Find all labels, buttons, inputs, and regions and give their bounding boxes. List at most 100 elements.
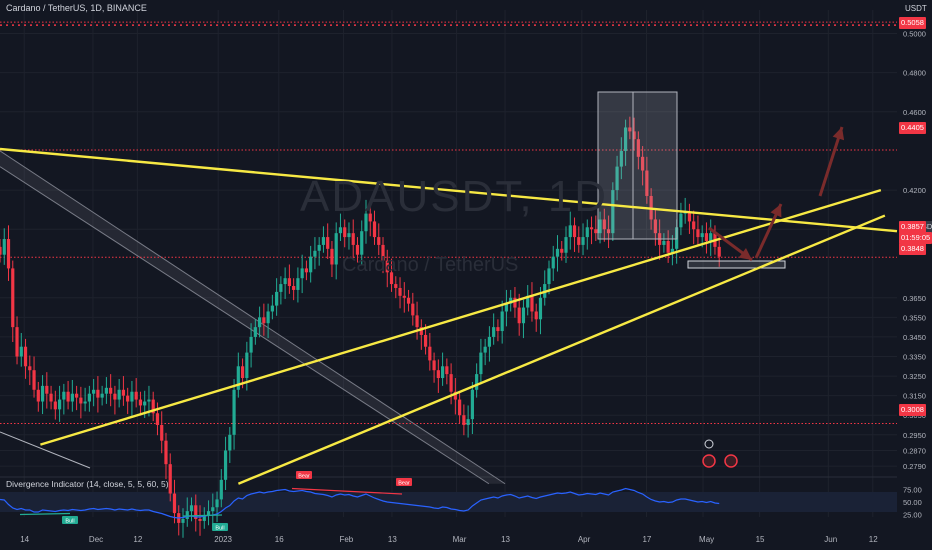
candle [394,284,398,288]
candle [275,291,279,306]
rsi-axis-tick: 50.00 [903,498,922,507]
candle [589,227,594,230]
candle [517,307,521,324]
candle [436,370,440,379]
candle [449,374,453,392]
candle [202,515,206,521]
candle [526,295,530,308]
candle [36,389,40,402]
time-axis-tick: Jun [824,535,837,544]
candle [475,374,479,390]
candle [662,241,666,245]
candle [351,233,355,245]
candle [360,231,364,255]
price-axis-tick: 0.3250 [903,372,926,381]
candle [240,366,245,379]
rsi-axis-tick: 25.00 [903,511,922,520]
candle [236,366,240,390]
candle [364,213,368,232]
candle [598,219,602,234]
rsi-line [0,487,720,519]
candle [151,399,155,414]
rsi-band [0,492,897,512]
candle [134,391,138,400]
candle [496,327,500,332]
time-axis-tick: May [699,535,714,544]
candle [696,229,700,238]
candle [636,139,640,157]
channel-line [0,431,91,469]
candle [257,317,262,328]
candle [215,499,219,508]
divergence-label: Bull [215,526,224,532]
candle [347,233,351,238]
rsi-axis-tick: 75.00 [903,486,922,495]
bull-divergence-line [19,512,71,516]
candle [568,225,572,238]
symbol-header[interactable]: Cardano / TetherUS, 1D, BINANCE [6,3,147,13]
candle [309,256,313,273]
candle [198,518,202,521]
candle [594,229,598,234]
event-icon [724,454,738,468]
candle [492,327,496,337]
price-axis-tick: 0.2870 [903,446,926,455]
candle [343,227,347,238]
candle [32,370,36,390]
candle [372,221,377,238]
candle [381,244,385,261]
candle [500,311,504,332]
candle [292,286,296,290]
range-box [597,91,634,240]
candle [402,295,406,298]
candle [87,393,91,402]
price-axis-tick: 0.2950 [903,431,926,440]
candle [653,219,657,234]
candle [270,305,274,312]
price-tag-low: 0.3848 [899,243,926,255]
candle [717,246,721,257]
price-axis-tick: 0.3550 [903,313,926,322]
candle [96,389,100,398]
divergence-badge [396,478,412,486]
candle [304,268,309,273]
candle [168,464,172,494]
price-axis-tick: 0.3450 [903,333,926,342]
candle [385,260,389,273]
candle [555,248,560,257]
candle [228,434,232,451]
price-axis-tick: 0.4200 [903,186,926,195]
flash-icon [704,439,714,449]
channel-line [0,166,490,485]
candle [121,389,126,396]
candle [419,327,423,335]
candle [466,419,470,426]
price-axis-tick: 0.3650 [903,294,926,303]
candle [262,317,266,324]
currency-unit[interactable]: USDT [905,4,927,13]
candle [130,391,134,402]
divergence-badge [212,523,228,531]
candle [602,219,606,230]
candle [66,391,70,402]
candle [19,346,23,357]
candle [15,327,19,357]
candle [287,278,291,287]
candle [547,268,551,285]
candle [57,399,62,410]
time-axis-tick: Feb [339,535,353,544]
candle [521,307,526,324]
candle [398,287,402,296]
candle [126,395,130,402]
candle [219,479,223,500]
candle [53,401,57,410]
indicator-title[interactable]: Divergence Indicator (14, close, 5, 5, 6… [6,479,169,489]
time-axis-tick: 16 [275,535,284,544]
candle [249,336,253,353]
price-axis-tick: 0.2790 [903,462,926,471]
time-axis-tick: 2023 [214,535,232,544]
candle [462,415,466,426]
candle [138,399,143,406]
candle [11,268,15,328]
